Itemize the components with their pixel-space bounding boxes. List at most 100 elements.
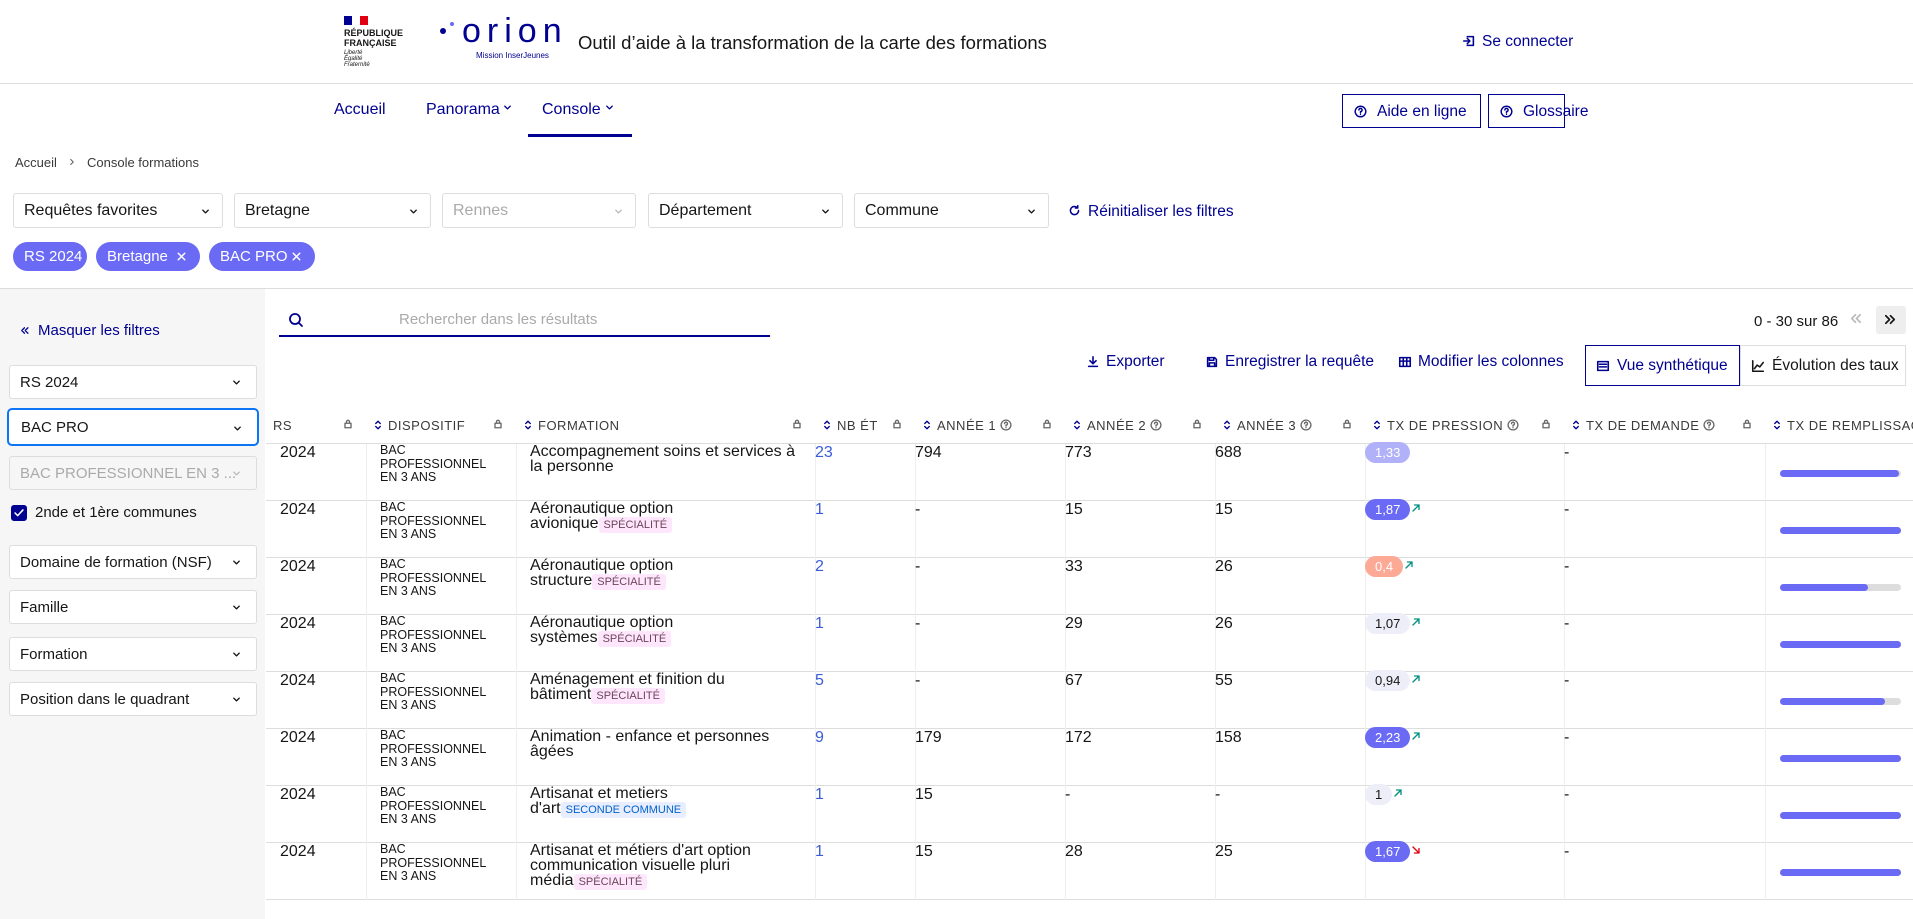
sidebar-select[interactable]: Domaine de formation (NSF) [9,545,257,579]
column-header[interactable]: RS [266,406,366,444]
table-row [266,729,1913,786]
column-label: ANNÉE 2 [1087,418,1147,433]
filter-select[interactable]: Requêtes favorites [13,193,223,228]
toolbar-action[interactable]: Exporter [1106,353,1165,370]
chevron [202,209,209,214]
breadcrumb[interactable]: Accueil [15,155,57,170]
effectif[interactable]: 1 [815,615,824,632]
formation[interactable]: Aménagement et finition du bâtiment [530,671,725,703]
nav-button[interactable]: Glossaire [1488,94,1588,128]
nav-item[interactable]: Panorama [426,101,500,118]
filter-select[interactable]: Département [648,193,843,228]
cell: 15 [1065,501,1215,558]
cell: 172 [1065,729,1215,786]
effectif[interactable]: 1 [815,501,824,518]
sidebar-select[interactable]: Famille [9,590,257,624]
sort-icon [1224,420,1230,430]
sort-icon [1374,420,1380,430]
filter-chip-label: BAC PRO [220,248,288,265]
cell: - [915,672,1065,729]
column-header[interactable]: TX DE PRESSION [1365,406,1564,444]
view-toggle[interactable]: Vue synthétique [1585,345,1740,386]
cell: - [1065,786,1215,843]
cell: 1,33 [1365,442,1564,501]
sidebar-select[interactable]: RS 2024 [9,365,257,399]
view-toggle[interactable]: Évolution des taux [1740,345,1906,386]
column-separator [366,843,367,900]
tag: SPÉCIALITÉ [597,631,672,647]
toolbar-action[interactable]: Modifier les colonnes [1418,353,1564,370]
cell: BAC PROFESSIONNEL EN 3 ANS [366,842,516,900]
annee1: - [915,501,921,518]
lock-icon [494,419,502,429]
column-separator [815,786,816,843]
nav-button[interactable]: Aide en ligne [1342,94,1481,128]
column-separator [1065,558,1066,615]
sidebar-select[interactable]: Formation [9,637,257,671]
table-row [266,501,1913,558]
filter-select[interactable]: Commune [854,193,1049,228]
formation[interactable]: Aéronautique option structure [530,557,674,589]
sidebar-select-label: RS 2024 [20,373,79,391]
formation[interactable]: Artisanat et métiers d'art option commun… [530,842,751,889]
sidebar-select-label: Position dans le quadrant [20,690,190,708]
demande: - [1564,843,1570,860]
rs: 2024 [280,558,316,575]
annee2: 28 [1065,843,1083,860]
next-page-bg[interactable] [1876,306,1906,334]
view-icon [1751,359,1765,373]
column-header[interactable]: TX DE REMPLISSAGE [1765,406,1913,444]
column-separator [1564,843,1565,900]
formation[interactable]: Aéronautique option avionique [530,500,674,532]
cell: 2024 [266,558,366,615]
view-label: Vue synthétique [1617,357,1728,374]
toggle-filters[interactable]: Masquer les filtres [38,322,160,339]
formation[interactable]: Animation - enfance et personnes âgées [530,728,770,760]
column-header[interactable]: DISPOSITIF [366,406,516,444]
effectif[interactable]: 1 [815,843,824,860]
logo-dots [440,28,446,34]
column-header[interactable]: ANNÉE 1 [915,406,1065,444]
column-header[interactable]: FORMATION [516,406,815,444]
toolbar-action[interactable]: Enregistrer la requête [1225,353,1375,370]
login[interactable]: Se connecter [1482,33,1574,50]
formation[interactable]: Aéronautique option systèmes [530,614,674,646]
column-separator [1365,558,1366,615]
effectif[interactable]: 23 [815,444,833,461]
effectif[interactable]: 5 [815,672,824,689]
nav-item[interactable]: Console [542,101,601,118]
filter-chip[interactable]: RS 2024 [13,242,87,271]
cell: BAC PROFESSIONNEL EN 3 ANS [366,557,516,615]
column-separator [915,615,916,672]
nav-item[interactable]: Accueil [334,101,386,118]
sidebar-select[interactable]: BAC PRO [9,410,257,444]
cell: - [1564,729,1765,786]
annee2: 29 [1065,615,1083,632]
effectif[interactable]: 9 [815,729,824,746]
cell: - [1564,444,1765,501]
sidebar-select[interactable]: Position dans le quadrant [9,682,257,716]
column-header[interactable]: TX DE DEMANDE [1564,406,1765,444]
column-separator [1365,444,1366,501]
cell: 2024 [266,729,366,786]
filter-select[interactable]: Bretagne [234,193,431,228]
reset-filters[interactable]: Réinitialiser les filtres [1088,203,1234,220]
checkbox[interactable] [11,505,27,521]
column-header[interactable]: ANNÉE 2 [1065,406,1215,444]
filter-chip[interactable]: BAC PRO [209,242,315,271]
column-header[interactable]: NB ÉT [815,406,915,444]
formation[interactable]: Accompagnement soins et services à la pe… [530,443,796,475]
checkbox-label: 2nde et 1ère communes [35,504,197,521]
column-separator [1215,615,1216,672]
filter-chip[interactable]: Bretagne [96,242,200,271]
trend-icon [1412,504,1420,512]
column-header[interactable]: ANNÉE 3 [1215,406,1365,444]
search-input[interactable] [279,304,770,337]
column-separator [1365,843,1366,900]
effectif[interactable]: 2 [815,558,824,575]
effectif[interactable]: 1 [815,786,824,803]
formation[interactable]: Artisanat et metiers d'art [530,785,668,817]
filter-select-label: Département [659,201,752,219]
chevron [822,209,829,214]
dispositif: BAC PROFESSIONNEL EN 3 ANS [380,500,486,541]
